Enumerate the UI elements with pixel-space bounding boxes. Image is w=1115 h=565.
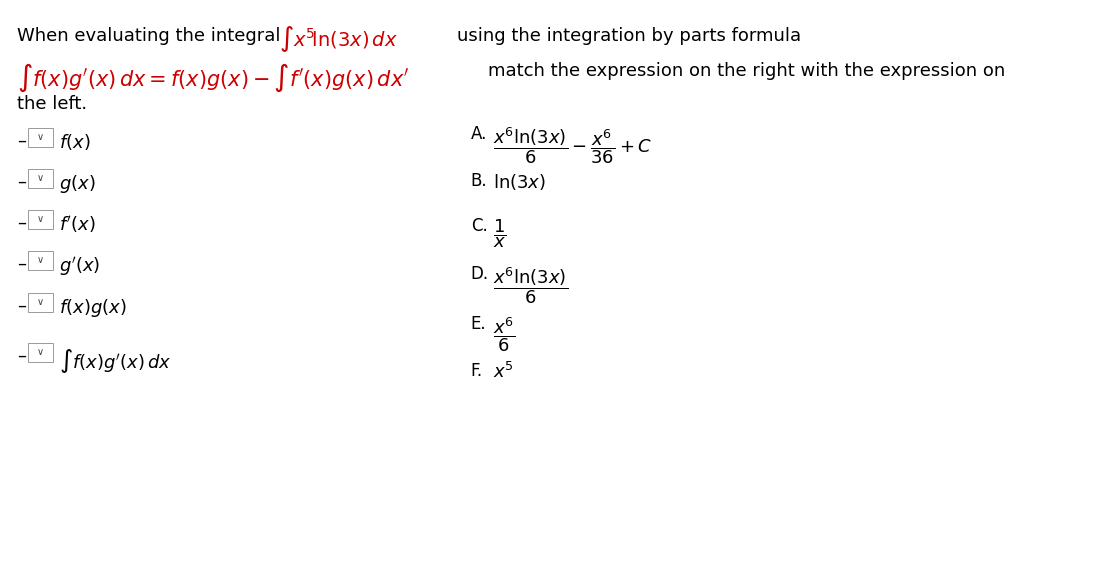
Text: $g(x)$: $g(x)$ (59, 173, 96, 195)
Text: $\dfrac{x^6}{6}$: $\dfrac{x^6}{6}$ (493, 315, 515, 354)
Text: $\int f(x)g^{\prime}(x)\,dx$: $\int f(x)g^{\prime}(x)\,dx$ (59, 347, 172, 375)
Text: ∨: ∨ (37, 347, 43, 357)
Text: $\dfrac{x^6\ln(3x)}{6}$: $\dfrac{x^6\ln(3x)}{6}$ (493, 265, 568, 306)
Text: ∨: ∨ (37, 297, 43, 307)
FancyBboxPatch shape (28, 293, 52, 312)
Text: D.: D. (471, 265, 488, 283)
Text: E.: E. (471, 315, 486, 333)
FancyBboxPatch shape (28, 343, 52, 362)
Text: $f(x)$: $f(x)$ (59, 132, 90, 152)
Text: $\dfrac{x^6\ln(3x)}{6} - \dfrac{x^6}{36} + C$: $\dfrac{x^6\ln(3x)}{6} - \dfrac{x^6}{36}… (493, 125, 652, 166)
Text: –: – (17, 297, 27, 315)
Text: –: – (17, 132, 27, 150)
FancyBboxPatch shape (28, 128, 52, 147)
Text: using the integration by parts formula: using the integration by parts formula (457, 27, 802, 45)
Text: $\int x^5\!\ln(3x)\,dx$: $\int x^5\!\ln(3x)\,dx$ (280, 24, 398, 54)
FancyBboxPatch shape (28, 251, 52, 270)
FancyBboxPatch shape (28, 210, 52, 229)
Text: –: – (17, 214, 27, 232)
Text: When evaluating the integral: When evaluating the integral (17, 27, 281, 45)
Text: B.: B. (471, 172, 487, 190)
Text: –: – (17, 173, 27, 191)
Text: ∨: ∨ (37, 132, 43, 142)
Text: –: – (17, 347, 27, 365)
Text: the left.: the left. (17, 95, 87, 113)
Text: $f^{\prime}(x)$: $f^{\prime}(x)$ (59, 214, 96, 235)
Text: –: – (17, 255, 27, 273)
Text: $x^5$: $x^5$ (493, 362, 514, 382)
Text: C.: C. (471, 217, 487, 235)
Text: $\dfrac{1}{x}$: $\dfrac{1}{x}$ (493, 217, 506, 250)
Text: $\ln(3x)$: $\ln(3x)$ (493, 172, 545, 192)
Text: A.: A. (471, 125, 487, 143)
Text: ∨: ∨ (37, 255, 43, 265)
Text: $\int f(x)g'(x)\,dx = f(x)g(x) - \int f'(x)g(x)\,dx'$: $\int f(x)g'(x)\,dx = f(x)g(x) - \int f'… (17, 62, 409, 94)
Text: F.: F. (471, 362, 483, 380)
FancyBboxPatch shape (28, 169, 52, 188)
Text: $f(x)g(x)$: $f(x)g(x)$ (59, 297, 127, 319)
Text: ∨: ∨ (37, 214, 43, 224)
Text: $g^{\prime}(x)$: $g^{\prime}(x)$ (59, 255, 100, 278)
Text: match the expression on the right with the expression on: match the expression on the right with t… (488, 62, 1005, 80)
Text: ∨: ∨ (37, 173, 43, 183)
